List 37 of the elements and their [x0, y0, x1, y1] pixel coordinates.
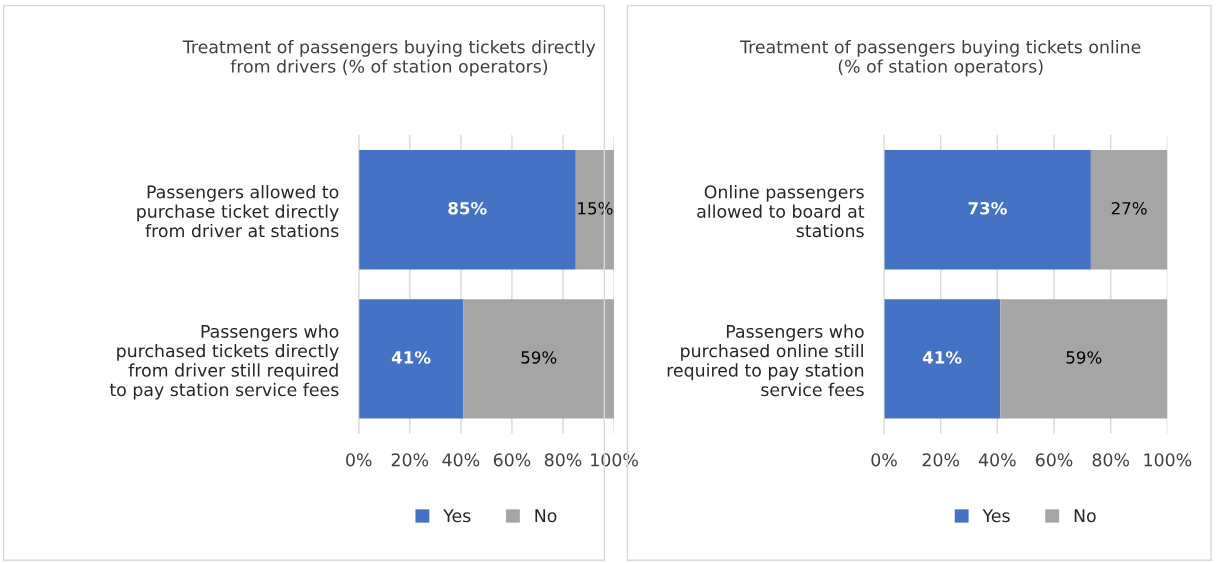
- y-tick-label: Online passengers allowed to board at stations: [697, 185, 865, 238]
- x-tick-label: 40%: [978, 453, 1016, 467]
- bar: [884, 150, 1091, 270]
- bar: [575, 150, 615, 270]
- y-tick-label: Passengers who purchased tickets directly from driver still required to pay station service fees: [109, 324, 339, 400]
- data-label: 27%: [1111, 201, 1147, 215]
- legend-label: No: [1074, 509, 1096, 523]
- x-tick-label: 60%: [493, 453, 531, 467]
- bar: [358, 299, 464, 419]
- x-tick-label: 0%: [871, 453, 897, 467]
- bar: [463, 299, 615, 419]
- data-label: 41%: [391, 351, 431, 364]
- data-label: 15%: [578, 201, 613, 215]
- y-tick-label: Passengers allowed to purchase ticket directly from driver at stations: [137, 185, 339, 238]
- x-tick-label: 20%: [391, 453, 429, 467]
- x-tick-label: 20%: [922, 453, 960, 467]
- x-tick-label: 100%: [1144, 453, 1192, 467]
- chart-title: Treatment of passengers buying tickets online (% of station operators): [740, 39, 1141, 77]
- bar: [884, 299, 1001, 419]
- bar: [1090, 150, 1168, 270]
- data-label: 73%: [968, 201, 1007, 215]
- legend-label: No: [535, 509, 557, 523]
- x-tick-label: 80%: [544, 453, 582, 467]
- x-tick-label: 0%: [346, 453, 372, 467]
- x-tick-label: 60%: [1035, 453, 1073, 467]
- x-tick-label: 100%: [591, 453, 638, 467]
- y-tick-label: Passengers who purchased online still required to pay station service fees: [667, 324, 864, 397]
- x-tick-label: 40%: [442, 453, 480, 467]
- data-label: 59%: [521, 351, 557, 364]
- data-label: 59%: [1066, 351, 1102, 364]
- bar: [1000, 299, 1168, 419]
- chart-title: Treatment of passengers buying tickets directly from drivers (% of station operators): [182, 39, 596, 77]
- data-label: 85%: [448, 201, 487, 215]
- legend-label: Yes: [443, 509, 471, 523]
- legend-label: Yes: [982, 509, 1010, 523]
- x-tick-label: 80%: [1092, 453, 1130, 467]
- data-label: 41%: [922, 351, 962, 364]
